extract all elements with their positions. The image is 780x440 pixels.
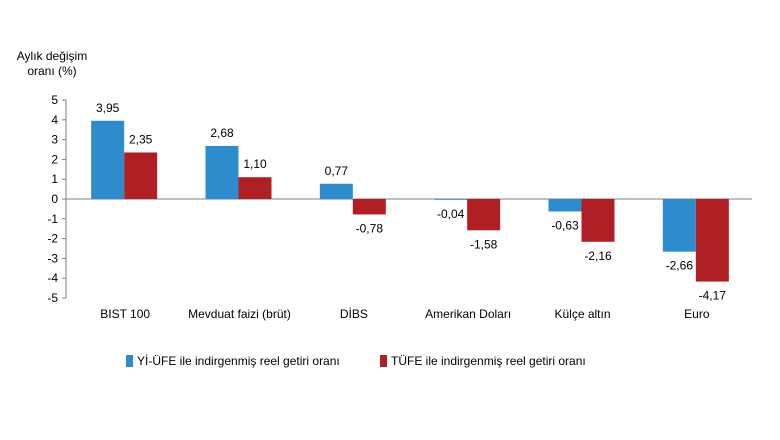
data-label: -0,63 [551,218,579,232]
bar [205,145,239,199]
y-tick-label: -2 [47,232,58,246]
x-tick-label: Mevduat faizi (brüt) [188,307,291,321]
legend-label-tufe: TÜFE ile indirgenmiş reel getiri oranı [391,354,586,368]
bar [352,199,386,215]
data-label: -1,58 [470,237,498,251]
y-tick-label: -3 [47,251,58,265]
y-axis-title: Aylık değişim oranı (%) [6,49,98,79]
y-tick-label: 5 [51,93,58,107]
data-label: -4,17 [699,289,727,303]
legend-swatch-yi-ufe [126,355,133,367]
bar [548,199,582,212]
x-tick-label: DİBS [340,307,368,321]
y-tick-label: 4 [51,113,58,127]
x-tick-label: Külçe altın [554,307,610,321]
legend-item-tufe: TÜFE ile indirgenmiş reel getiri oranı [380,354,586,368]
y-axis-title-line-1: Aylık değişim [16,49,88,63]
data-label: 2,68 [210,126,234,140]
bar [581,199,615,242]
x-tick-label: Euro [684,307,710,321]
y-axis-title-line-2: oranı (%) [27,64,77,78]
data-label: 0,77 [325,164,349,178]
bar [238,177,272,199]
bar [695,199,729,282]
y-tick-label: 1 [51,172,58,186]
legend-label-yi-ufe: Yİ-ÜFE ile indirgenmiş reel getiri oranı [137,354,340,368]
data-label: -2,16 [584,249,612,263]
bar [434,199,468,200]
y-tick-label: -1 [47,212,58,226]
y-tick-label: -5 [47,291,58,305]
x-tick-label: BIST 100 [100,307,150,321]
y-tick-label: 3 [51,133,58,147]
bar [319,183,353,199]
legend-item-yi-ufe: Yİ-ÜFE ile indirgenmiş reel getiri oranı [126,354,340,368]
x-tick-label: Amerikan Doları [425,307,511,321]
data-label: 2,35 [129,132,153,146]
data-label: -2,66 [666,259,694,273]
bar [662,199,696,252]
data-label: 1,10 [243,157,267,171]
y-tick-label: 0 [51,192,58,206]
y-tick-label: -4 [47,271,58,285]
y-tick-label: 2 [51,152,58,166]
data-label: -0,78 [356,221,384,235]
legend-swatch-tufe [380,355,387,367]
bar [124,152,158,199]
bar [467,199,501,231]
data-label: 3,95 [96,101,120,115]
data-label: -0,04 [437,207,465,221]
bar [91,120,125,199]
